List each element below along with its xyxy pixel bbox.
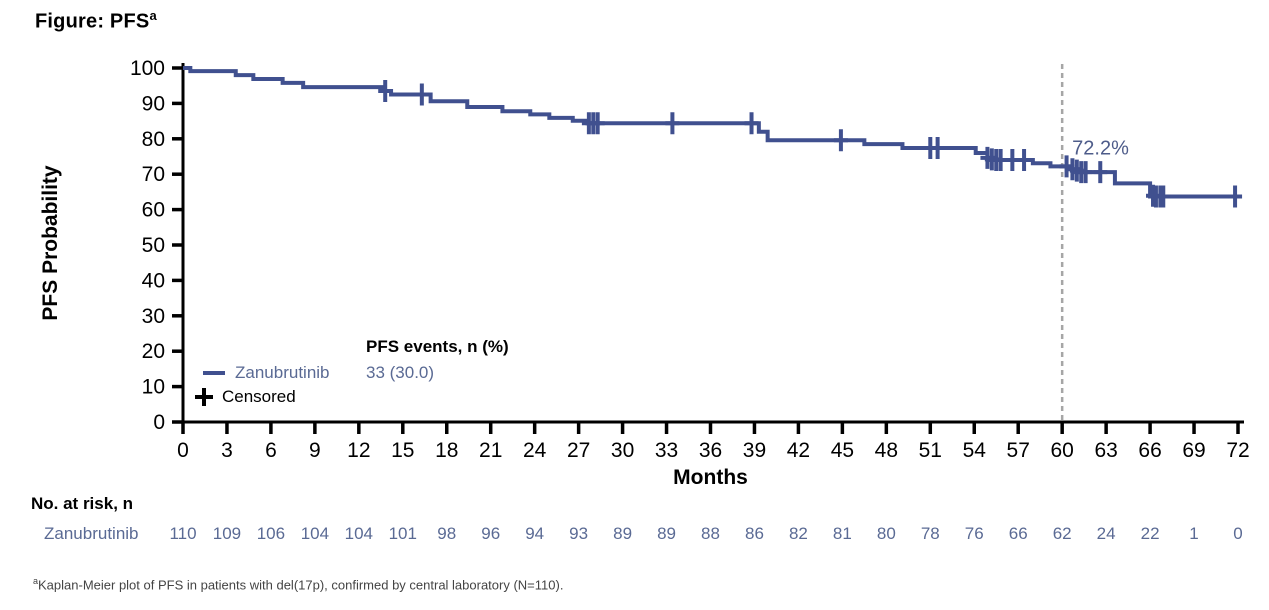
y-tick-label: 30	[142, 305, 165, 328]
y-tick-label: 50	[142, 234, 165, 257]
censor-mark	[744, 112, 759, 135]
censor-mark	[378, 80, 393, 103]
censor-mark	[833, 129, 848, 152]
censor-mark	[1156, 185, 1171, 208]
footnote: aKaplan-Meier plot of PFS in patients wi…	[33, 576, 563, 592]
legend-header: PFS events, n (%)	[366, 337, 509, 356]
censor-mark	[1078, 161, 1093, 184]
y-tick-label: 10	[142, 376, 165, 399]
x-tick-label: 36	[699, 439, 722, 462]
x-axis-title: Months	[673, 466, 748, 489]
x-tick-label: 33	[655, 439, 678, 462]
censor-mark	[1093, 161, 1108, 184]
x-tick-label: 9	[309, 439, 321, 462]
x-tick-label: 24	[523, 439, 547, 462]
y-tick-label: 80	[142, 128, 165, 151]
x-tick-label: 63	[1094, 439, 1117, 462]
x-tick-label: 60	[1050, 439, 1073, 462]
figure-title-text: Figure: PFS	[35, 10, 150, 33]
figure-title: Figure: PFSa	[35, 8, 157, 34]
risk-value-month-27: 93	[569, 524, 589, 543]
risk-value-month-0: 110	[169, 524, 197, 543]
x-tick-label: 51	[919, 439, 942, 462]
censor-mark	[414, 83, 429, 106]
risk-value-month-21: 96	[481, 524, 501, 543]
legend-censored-label: Censored	[222, 387, 296, 406]
risk-value-month-42: 82	[788, 524, 808, 543]
y-tick-label: 40	[142, 269, 165, 292]
risk-value-month-18: 98	[437, 524, 457, 543]
x-tick-label: 21	[479, 439, 502, 462]
series-line-icon	[203, 371, 225, 375]
risk-value-month-69: 1	[1189, 524, 1199, 543]
risk-value-month-51: 78	[920, 524, 940, 543]
risk-table-header: No. at risk, n	[31, 494, 134, 513]
x-tick-label: 42	[787, 439, 810, 462]
y-tick-label: 20	[142, 340, 165, 363]
censor-mark	[590, 112, 605, 135]
figure-title-superscript: a	[149, 8, 157, 23]
risk-value-month-57: 66	[1008, 524, 1028, 543]
x-tick-label: 27	[567, 439, 590, 462]
risk-value-month-15: 101	[388, 524, 417, 543]
risk-value-month-39: 86	[744, 524, 764, 543]
risk-value-month-9: 104	[300, 524, 330, 543]
censor-mark	[1017, 149, 1032, 172]
x-tick-label: 30	[611, 439, 634, 462]
risk-row-label: Zanubrutinib	[44, 524, 139, 543]
censor-mark	[665, 112, 680, 135]
x-tick-label: 66	[1138, 439, 1161, 462]
risk-value-month-6: 106	[256, 524, 286, 543]
risk-value-month-60: 62	[1052, 524, 1072, 543]
y-tick-label: 90	[142, 92, 165, 115]
risk-value-month-45: 81	[832, 524, 852, 543]
risk-value-month-54: 76	[964, 524, 984, 543]
x-tick-label: 48	[875, 439, 898, 462]
risk-value-month-30: 89	[613, 524, 633, 543]
x-tick-label: 15	[391, 439, 414, 462]
censor-mark	[1005, 149, 1020, 172]
x-tick-label: 39	[743, 439, 766, 462]
y-tick-label: 100	[130, 57, 165, 80]
x-tick-label: 54	[963, 439, 987, 462]
risk-value-month-63: 24	[1096, 524, 1116, 543]
landmark-annotation: 72.2%	[1072, 137, 1129, 159]
x-tick-label: 12	[347, 439, 370, 462]
y-tick-label: 0	[153, 411, 165, 434]
risk-value-month-66: 22	[1140, 524, 1160, 543]
legend-series-value: 33 (30.0)	[366, 363, 435, 382]
risk-value-month-12: 104	[344, 524, 374, 543]
y-tick-label: 60	[142, 199, 165, 222]
footnote-superscript: a	[33, 576, 39, 586]
risk-value-month-48: 80	[876, 524, 896, 543]
censor-mark	[930, 137, 945, 160]
x-tick-label: 0	[177, 439, 189, 462]
risk-value-month-36: 88	[701, 524, 720, 543]
legend-series-label: Zanubrutinib	[235, 363, 330, 382]
x-tick-label: 57	[1007, 439, 1030, 462]
y-tick-label: 70	[142, 163, 165, 186]
risk-value-month-33: 89	[657, 524, 676, 543]
footnote-text: Kaplan-Meier plot of PFS in patients wit…	[38, 577, 564, 593]
censor-mark	[1228, 185, 1243, 208]
censored-plus-icon	[195, 388, 213, 406]
risk-value-month-24: 94	[525, 524, 545, 543]
x-tick-label: 18	[435, 439, 458, 462]
y-axis-title: PFS Probability	[39, 165, 62, 321]
risk-value-month-72: 0	[1233, 524, 1243, 543]
x-tick-label: 3	[221, 439, 233, 462]
x-tick-label: 45	[831, 439, 854, 462]
risk-value-month-3: 109	[212, 524, 242, 543]
x-tick-label: 69	[1182, 439, 1205, 462]
x-tick-label: 6	[265, 439, 277, 462]
x-tick-label: 72	[1226, 439, 1249, 462]
censor-mark	[993, 149, 1008, 172]
